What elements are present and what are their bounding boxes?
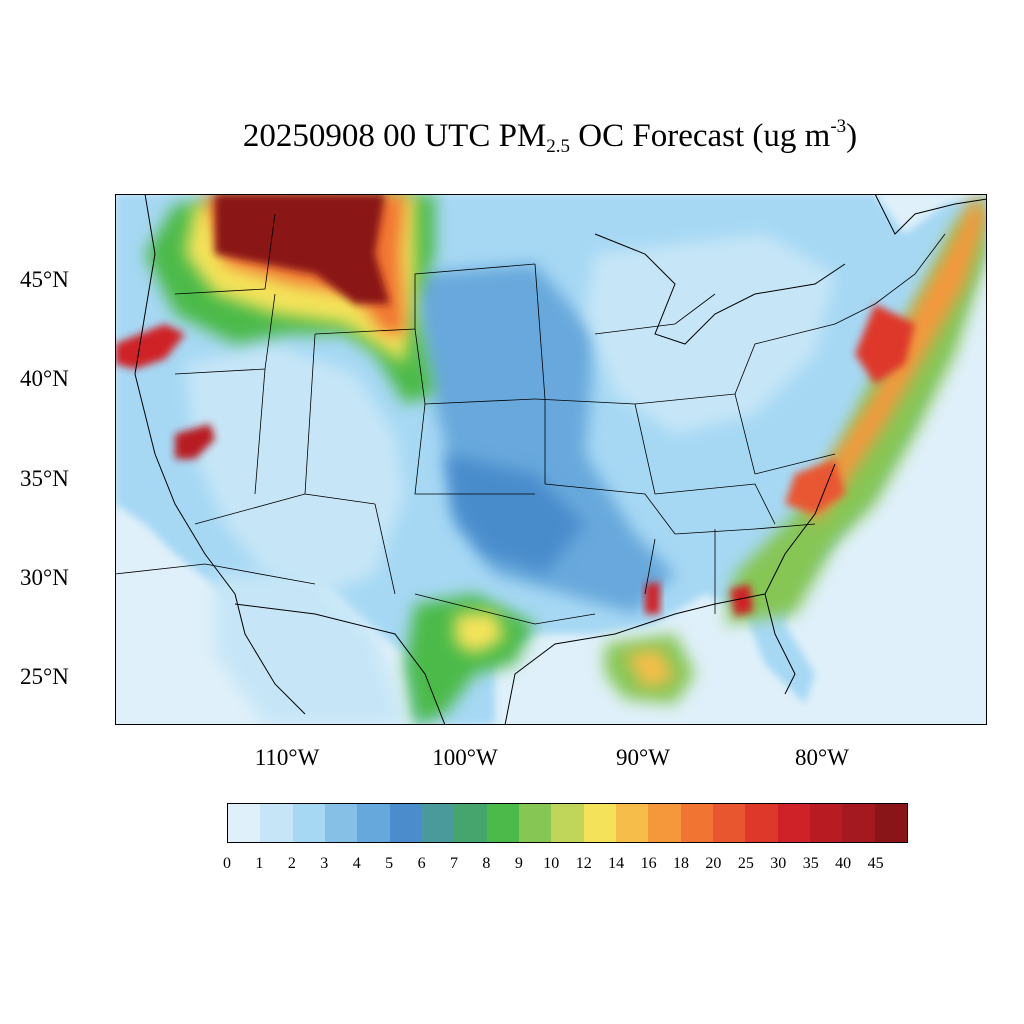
colorbar-swatch <box>583 804 616 842</box>
lat-label-40n: 40°N <box>20 366 69 391</box>
title-text-suffix: ) <box>846 118 858 154</box>
colorbar-label: 10 <box>543 855 560 872</box>
colorbar-label: 3 <box>320 855 329 872</box>
lat-label-35n: 35°N <box>20 466 69 491</box>
colorbar-label: 6 <box>417 855 426 872</box>
coastlines <box>134 194 987 725</box>
colorbar-swatch <box>518 804 552 842</box>
smoke-florida-red <box>730 584 753 616</box>
forecast-map <box>115 194 987 725</box>
title-subscript: 2.5 <box>546 136 571 157</box>
colorbar-label: 5 <box>385 855 394 872</box>
smoke-gulf-orange <box>625 649 675 689</box>
state-borders <box>115 213 946 625</box>
colorbar-swatch <box>745 804 778 842</box>
colorbar-label: 12 <box>575 855 592 872</box>
smoke-texas-yellow <box>455 612 505 654</box>
colorbar-label: 30 <box>770 855 787 872</box>
colorbar-label: 9 <box>514 855 523 872</box>
colorbar-swatch <box>648 804 681 842</box>
lon-label-80w: 80°W <box>795 745 849 770</box>
colorbar-label: 18 <box>673 855 689 872</box>
colorbar <box>227 803 908 843</box>
colorbar-swatch <box>389 804 422 842</box>
colorbar-label: 2 <box>287 855 296 872</box>
colorbar-swatch <box>324 804 358 842</box>
title-text-middle: OC Forecast (ug m <box>570 118 831 154</box>
smoke-ca-north <box>115 324 185 369</box>
colorbar-swatch <box>809 804 843 842</box>
colorbar-swatch <box>680 804 713 842</box>
west-interior <box>185 344 405 594</box>
colorbar-label: 14 <box>608 855 625 872</box>
northeast-light <box>585 234 835 434</box>
lat-label-45n: 45°N <box>20 267 69 292</box>
smoke-texas-green <box>405 594 535 725</box>
colorbar-label: 7 <box>450 855 458 872</box>
lon-label-100w: 100°W <box>432 745 498 770</box>
smoke-gulf-red <box>645 582 660 614</box>
plains-teal <box>445 454 585 574</box>
colorbar-label: 16 <box>640 855 657 872</box>
lon-label-90w: 90°W <box>616 745 670 770</box>
colorbar-label: 45 <box>867 855 884 872</box>
colorbar-label: 0 <box>223 855 231 872</box>
map-canvas <box>115 194 987 725</box>
colorbar-swatch <box>712 804 746 842</box>
colorbar-swatch <box>777 804 810 842</box>
colorbar-swatch <box>292 804 325 842</box>
colorbar-label: 40 <box>835 855 852 872</box>
colorbar-label: 1 <box>255 855 264 872</box>
smoke-east-red <box>855 304 915 384</box>
smoke-plume-nw-darkred <box>215 194 390 304</box>
colorbar-swatch <box>454 804 487 842</box>
colorbar-label: 35 <box>802 855 819 872</box>
colorbar-label: 25 <box>737 855 754 872</box>
colorbar-swatch <box>357 804 390 842</box>
lat-label-25n: 25°N <box>20 664 69 689</box>
colorbar-swatch <box>260 804 293 842</box>
smoke-carolina-red <box>785 459 845 514</box>
colorbar-label: 8 <box>482 855 491 872</box>
colorbar-swatch <box>615 804 649 842</box>
colorbar-label: 20 <box>705 855 722 872</box>
map-title: 20250908 00 UTC PM2.5 OC Forecast (ug m-… <box>0 116 1024 157</box>
colorbar-swatch <box>228 804 261 842</box>
lat-label-30n: 30°N <box>20 565 69 590</box>
colorbar-swatch <box>551 804 584 842</box>
title-superscript: -3 <box>830 116 847 137</box>
colorbar-swatch <box>486 804 519 842</box>
colorbar-label: 4 <box>352 855 361 872</box>
smoke-ca-central <box>175 424 215 459</box>
colorbar-swatch <box>874 804 907 842</box>
colorbar-swatch <box>421 804 455 842</box>
colorbar-swatch <box>842 804 875 842</box>
colorbar-labels: 0 1 2 3 4 5 6 7 8 9 10 12 14 16 18 20 25 30 35 40 45 <box>0 855 1024 879</box>
lon-label-110w: 110°W <box>254 745 320 770</box>
map-frame <box>115 194 987 725</box>
mexico-light <box>215 574 405 725</box>
title-text: 20250908 00 UTC PM <box>242 118 547 154</box>
